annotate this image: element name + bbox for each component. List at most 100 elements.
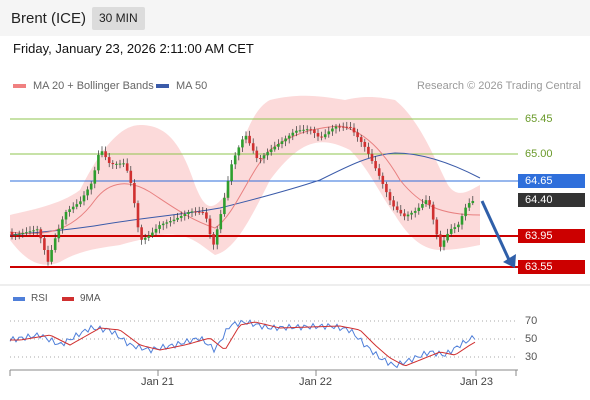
- candle-body: [244, 135, 248, 140]
- candle-body: [71, 206, 75, 210]
- candle-body: [280, 141, 284, 145]
- candle-body: [197, 211, 201, 213]
- candle-body: [428, 200, 431, 205]
- candle-body: [439, 234, 442, 247]
- candle-body: [291, 132, 295, 136]
- projection-arrow: [480, 200, 512, 263]
- rsi-level-70: 70: [525, 315, 538, 327]
- candle-body: [118, 163, 122, 165]
- legend-ma50: MA 50: [156, 80, 207, 92]
- candle-body: [413, 211, 417, 213]
- candle-body: [68, 209, 71, 212]
- ma50-label: MA 50: [176, 80, 208, 92]
- projection-arrowhead: [503, 254, 516, 268]
- candle-body: [327, 131, 331, 135]
- candle-body: [255, 150, 259, 159]
- candle-body: [320, 136, 323, 138]
- candle-body: [219, 214, 223, 230]
- candle-body: [341, 126, 345, 128]
- ma-level-badge: 64.65: [518, 174, 585, 188]
- candle-body: [269, 149, 273, 153]
- candle-body: [28, 231, 32, 233]
- candle-body: [212, 234, 215, 245]
- candle-body: [345, 126, 349, 128]
- candle-body: [410, 212, 413, 215]
- candle-body: [273, 146, 277, 150]
- bollinger-band: [10, 95, 480, 265]
- candle-body: [100, 151, 104, 155]
- rsi-ma-legend-label: 9MA: [80, 293, 101, 304]
- candlestick-series: [10, 121, 475, 266]
- candle-body: [464, 207, 467, 217]
- candle-body: [442, 240, 446, 247]
- candle-body: [122, 163, 125, 165]
- candle-body: [233, 155, 237, 165]
- ma20-line: [9, 125, 481, 235]
- candle-body: [313, 129, 316, 134]
- last-price-badge: 64.40: [518, 193, 585, 207]
- candle-body: [154, 228, 158, 233]
- candle-body: [349, 126, 352, 128]
- candle-body: [129, 170, 133, 183]
- candle-body: [302, 129, 305, 131]
- candle-body: [190, 211, 194, 213]
- candle-body: [208, 218, 212, 235]
- rsi-legend-label: RSI: [31, 293, 48, 304]
- candle-body: [449, 228, 453, 234]
- candle-body: [388, 192, 392, 201]
- candle-body: [176, 217, 179, 220]
- candle-body: [151, 232, 154, 236]
- candle-body: [356, 132, 359, 138]
- candle-body: [61, 219, 64, 229]
- candle-body: [169, 221, 172, 223]
- candle-body: [385, 183, 388, 193]
- candle-body: [251, 143, 255, 151]
- rsi-level-30: 30: [525, 351, 538, 363]
- candle-body: [392, 200, 395, 207]
- support-2-badge: 63.55: [518, 260, 585, 274]
- candle-body: [115, 163, 118, 165]
- ma20-swatch: [13, 84, 26, 88]
- candle-body: [241, 139, 244, 148]
- candle-body: [370, 153, 374, 162]
- rsi-ma-swatch: [62, 296, 74, 301]
- candle-body: [331, 128, 334, 132]
- candle-body: [194, 211, 197, 213]
- candle-body: [323, 134, 327, 138]
- resistance-2-label: 65.45: [525, 113, 553, 125]
- candle-body: [136, 203, 140, 228]
- candle-body: [223, 197, 226, 215]
- candle-body: [25, 232, 28, 234]
- candle-body: [39, 229, 43, 239]
- ma20-label: MA 20 + Bollinger Bands: [33, 80, 154, 92]
- interval-button[interactable]: 30 MIN: [92, 7, 145, 30]
- candle-body: [266, 152, 269, 156]
- candle-body: [104, 151, 107, 158]
- candle-body: [248, 135, 251, 144]
- support-1-badge: 63.95: [518, 229, 585, 243]
- candle-body: [381, 175, 385, 184]
- candle-body: [205, 212, 208, 219]
- candle-body: [453, 227, 457, 229]
- candle-body: [399, 209, 403, 214]
- candle-body: [161, 223, 165, 226]
- candle-body: [133, 182, 136, 204]
- candle-body: [338, 126, 341, 128]
- candle-body: [46, 250, 50, 262]
- candle-body: [230, 164, 233, 182]
- candle-body: [147, 235, 151, 238]
- candle-body: [93, 170, 97, 184]
- candle-body: [262, 155, 266, 159]
- candle-body: [352, 127, 356, 133]
- candle-body: [305, 129, 309, 131]
- candle-body: [50, 249, 53, 262]
- candle-body: [467, 203, 471, 208]
- candle-body: [86, 189, 89, 196]
- legend-ma20: MA 20 + Bollinger Bands: [13, 80, 154, 92]
- candle-body: [316, 133, 320, 137]
- x-label-jan21: Jan 21: [141, 376, 175, 388]
- candle-body: [21, 232, 25, 234]
- candle-body: [363, 141, 367, 147]
- candle-body: [295, 130, 298, 133]
